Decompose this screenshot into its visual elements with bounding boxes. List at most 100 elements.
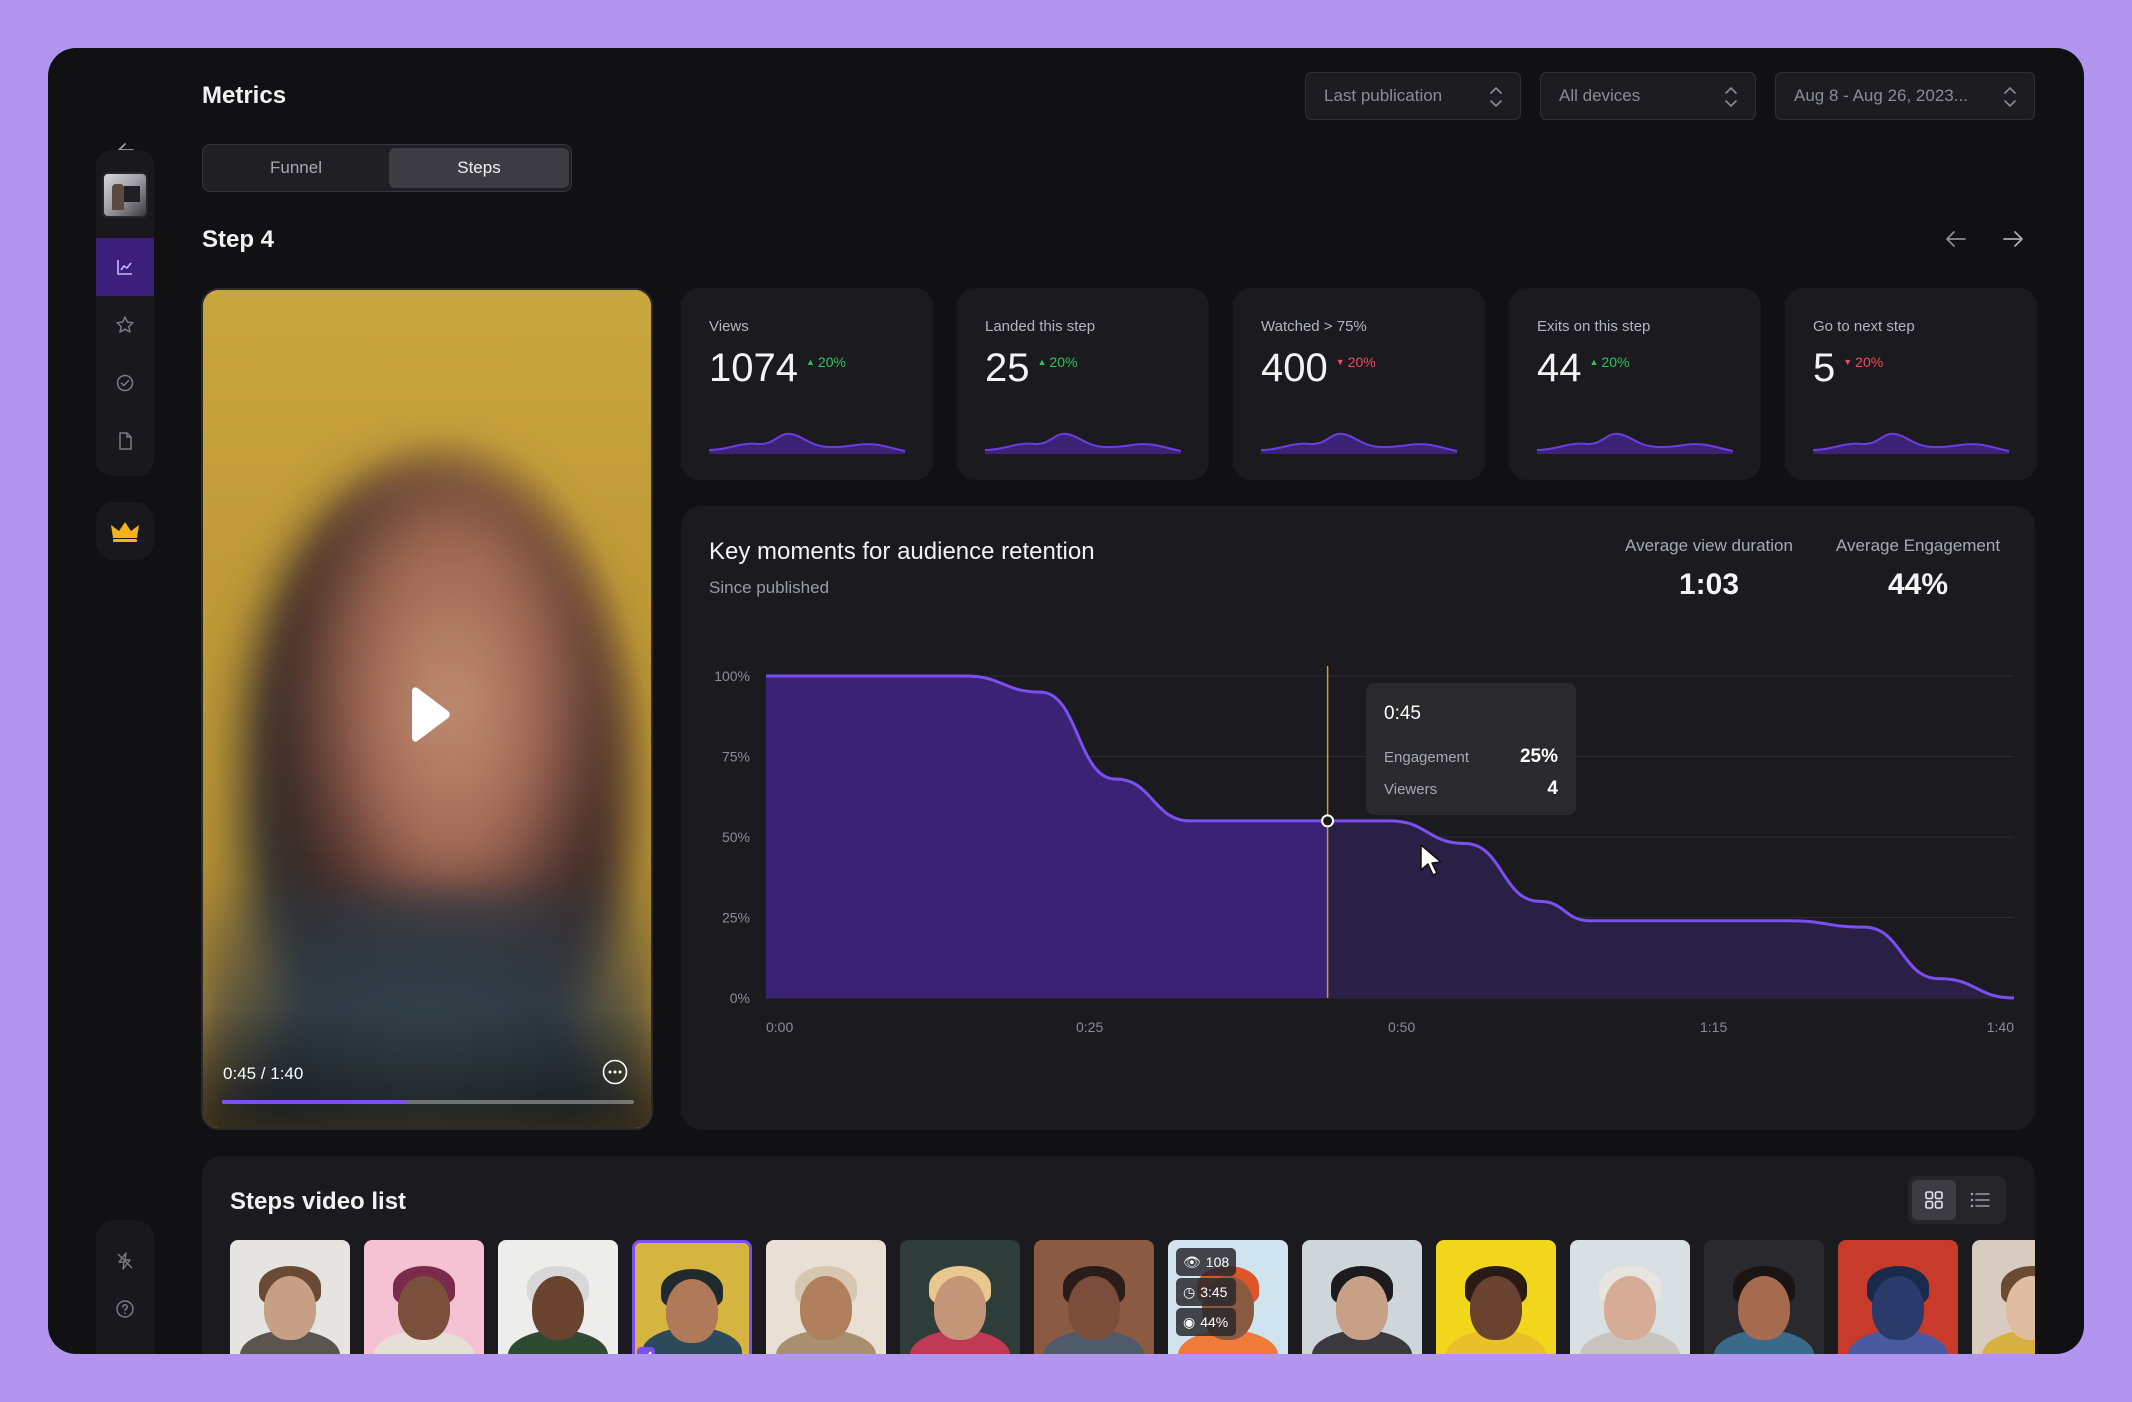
eye-icon: 👁 [1183,1253,1201,1270]
chart-marker[interactable] [1321,814,1335,828]
thumbnail-stats: 👁 108 ◷ 3:45 ◉ 44% [1176,1248,1237,1336]
trend-up-icon: ▲ [1589,357,1599,367]
sparkline [1813,432,2009,454]
video-thumbnail[interactable] [766,1240,886,1354]
stat-card-views: Views 1074 ▲ 20% [681,288,933,480]
trend-down-icon: ▼ [1335,357,1345,367]
date-range-select[interactable]: Aug 8 - Aug 26, 2023... [1775,72,2035,120]
sparkline-area [709,433,905,454]
chevron-updown-icon [1725,86,1737,108]
thumbnail-engagement: 44% [1200,1314,1229,1330]
chart-tooltip: 0:45 Engagement 25% Viewers 4 [1366,683,1576,815]
video-thumbnail[interactable] [1302,1240,1422,1354]
thumbnail-duration: 3:45 [1200,1284,1228,1300]
publication-select[interactable]: Last publication [1305,72,1521,120]
stat-label: Exits on this step [1537,318,1651,335]
mouse-cursor-icon [1420,844,1442,876]
check-circle-icon[interactable] [96,354,154,412]
play-icon[interactable] [406,687,452,743]
engagement-icon: ◉ [1183,1313,1196,1330]
video-thumbnail[interactable] [900,1240,1020,1354]
help-icon[interactable] [96,1280,154,1338]
video-thumbnail[interactable] [1034,1240,1154,1354]
check-icon [637,1347,655,1354]
date-range-value: Aug 8 - Aug 26, 2023... [1794,86,1968,105]
tooltip-engagement-label: Engagement [1384,748,1470,766]
devices-select-value: All devices [1559,86,1641,105]
video-thumbnail[interactable]: 👁 108 ◷ 3:45 ◉ 44% [1168,1240,1288,1354]
video-thumbnail[interactable] [1704,1240,1824,1354]
video-thumbnail[interactable] [1972,1240,2035,1354]
retention-line [766,674,2015,1000]
video-thumbnail[interactable] [632,1240,752,1354]
crown-icon[interactable] [96,502,154,560]
sidebar-bottom [96,1220,154,1354]
stat-value: 1074 [709,346,798,390]
next-step-arrow-icon[interactable] [1998,224,2028,254]
list-view-icon[interactable] [1958,1180,2002,1220]
view-segmented-control: Funnel Steps [202,144,572,192]
sparkline-area [1261,433,1457,454]
more-options-icon[interactable] [601,1058,629,1086]
video-thumbnail[interactable] [1436,1240,1556,1354]
y-tick-label: 100% [714,668,750,684]
y-tick-label: 75% [722,749,750,765]
stat-label: Landed this step [985,318,1096,335]
retention-chart[interactable]: 0% 25% 50% 75% 100% 0:00 0:25 0:50 1:15 1:40 [681,646,2035,1106]
y-tick-label: 50% [722,829,750,845]
sparkline-line [1261,432,1457,452]
video-thumbnail[interactable] [498,1240,618,1354]
stat-label: Go to next step [1813,318,1915,335]
publication-select-value: Last publication [1324,86,1443,105]
clock-icon: ◷ [1183,1283,1196,1300]
thumbnail-face [1336,1276,1388,1340]
thumbnail-face [1068,1276,1120,1340]
trend-up-icon: ▲ [1037,357,1047,367]
stat-card-exits: Exits on this step 44 ▲ 20% [1509,288,1761,480]
retention-subtitle: Since published [709,578,830,597]
sidebar-rail [96,150,154,476]
video-bottom-gradient [203,1008,651,1128]
stat-value: 25 [985,346,1030,390]
avg-view-duration-value: 1:03 [1678,568,1740,601]
y-tick-label: 25% [722,910,750,926]
avg-engagement-label: Average Engagement [1835,536,2001,555]
thumbnail-strip: 👁 108 ◷ 3:45 ◉ 44% [230,1240,2035,1354]
sparkline [1537,432,1733,454]
thumbnail-face [934,1276,986,1340]
x-tick-label: 1:15 [1700,1019,1727,1035]
step-title: Step 4 [202,226,275,253]
star-icon[interactable] [96,296,154,354]
thumbnail-face [1738,1276,1790,1340]
stat-value: 400 [1261,346,1328,390]
project-thumbnail[interactable] [102,172,148,218]
stat-card-landed: Landed this step 25 ▲ 20% [957,288,1209,480]
grid-view-icon[interactable] [1912,1180,1956,1220]
sparkline-area [1537,433,1733,454]
view-toggle [1908,1176,2006,1224]
video-thumbnail[interactable] [1570,1240,1690,1354]
prev-step-arrow-icon[interactable] [1941,224,1971,254]
video-thumbnail[interactable] [1838,1240,1958,1354]
tooltip-viewers-value: 4 [1547,778,1558,799]
thumbnail-face [264,1276,316,1340]
lightning-icon[interactable] [96,1232,154,1290]
thumbnail-face [1604,1276,1656,1340]
thumbnail-face [666,1279,718,1343]
thumbnail-face [532,1276,584,1340]
file-icon[interactable] [96,412,154,470]
stat-delta: ▼ 20% [1335,354,1376,370]
tab-funnel[interactable]: Funnel [270,158,322,177]
retention-title: Key moments for audience retention [709,538,1095,565]
tab-steps[interactable]: Steps [389,148,569,188]
sparkline [1261,432,1457,454]
chart-icon[interactable] [96,238,154,296]
video-player[interactable]: 0:45 / 1:40 [201,288,653,1130]
video-thumbnail[interactable] [364,1240,484,1354]
video-thumbnail[interactable] [230,1240,350,1354]
trend-down-icon: ▼ [1843,357,1853,367]
sparkline-area [1813,433,2009,454]
devices-select[interactable]: All devices [1540,72,1756,120]
playback-progress-bar[interactable] [222,1100,634,1104]
stat-delta: ▲ 20% [1589,354,1630,370]
